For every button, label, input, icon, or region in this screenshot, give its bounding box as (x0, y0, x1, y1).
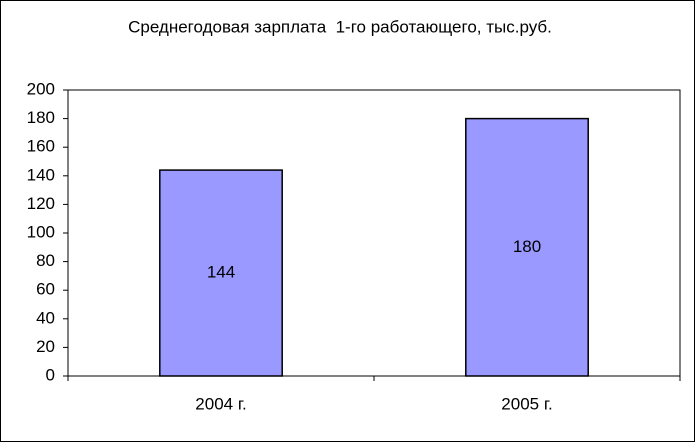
y-tick-label: 80 (36, 251, 55, 270)
y-tick-label: 100 (27, 222, 55, 241)
chart-title: Среднегодовая зарплата 1-го работающего,… (128, 17, 552, 36)
y-tick-label: 140 (27, 165, 55, 184)
y-tick-label: 200 (27, 79, 55, 98)
x-tick-label: 2005 г. (501, 394, 552, 413)
bar (159, 169, 283, 377)
y-tick-label: 180 (27, 108, 55, 127)
data-label: 144 (207, 263, 235, 282)
y-tick-label: 160 (27, 137, 55, 156)
y-tick-label: 60 (36, 280, 55, 299)
plot-frame (68, 89, 681, 376)
y-tick-label: 20 (36, 337, 55, 356)
y-tick-label: 0 (46, 365, 55, 384)
data-label: 180 (513, 237, 541, 256)
y-tick-label: 40 (36, 308, 55, 327)
y-tick-label: 120 (27, 194, 55, 213)
bar (465, 117, 589, 377)
x-tick-label: 2004 г. (195, 394, 246, 413)
